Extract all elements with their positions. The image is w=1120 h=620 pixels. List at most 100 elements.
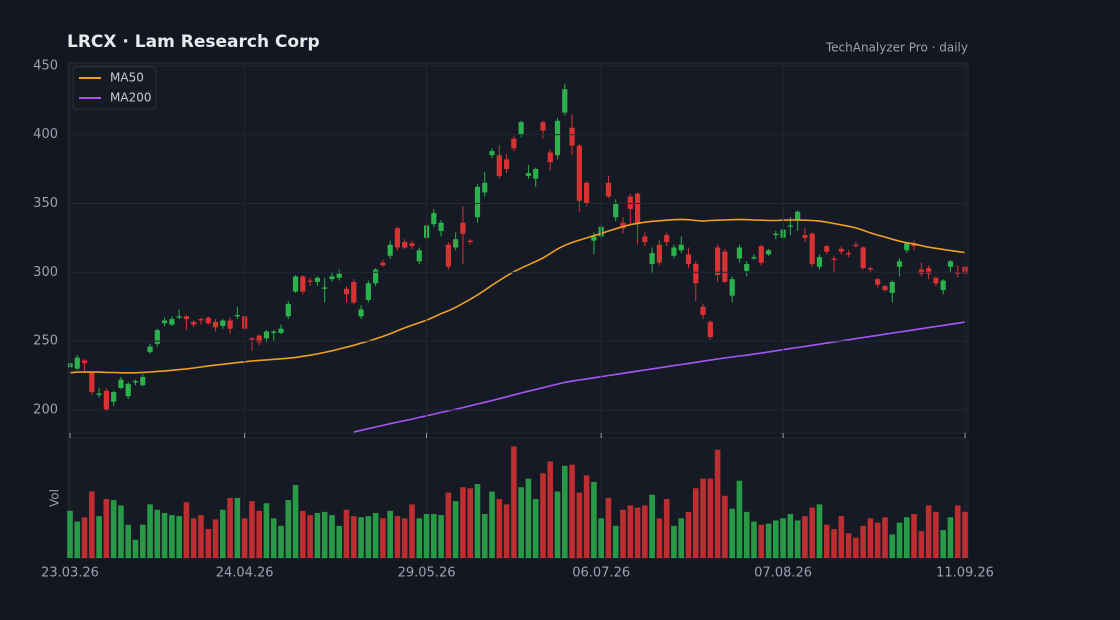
candle-body bbox=[896, 261, 903, 267]
volume-bar bbox=[925, 505, 932, 558]
volume-bar bbox=[147, 504, 153, 558]
volume-bar bbox=[300, 510, 306, 558]
volume-bar bbox=[794, 520, 801, 558]
volume-bar bbox=[96, 516, 102, 558]
volume-bar bbox=[591, 481, 597, 558]
candle-body bbox=[540, 122, 546, 131]
volume-bar bbox=[903, 517, 910, 558]
candle-body bbox=[169, 319, 175, 325]
x-tick-label: 29.05.26 bbox=[398, 566, 456, 581]
candle-body bbox=[831, 258, 837, 260]
volume-bar bbox=[350, 516, 357, 558]
volume-bar bbox=[598, 518, 604, 558]
candle-body bbox=[205, 317, 211, 324]
volume-bar bbox=[474, 483, 481, 558]
candle-body bbox=[431, 213, 437, 225]
volume-bar bbox=[838, 516, 845, 558]
candle-body bbox=[729, 279, 735, 296]
x-tick-label: 24.04.26 bbox=[216, 566, 274, 581]
x-tick-label: 11.09.26 bbox=[936, 566, 994, 581]
volume-bar bbox=[481, 514, 488, 558]
volume-bar bbox=[525, 478, 532, 558]
volume-bar bbox=[380, 518, 386, 558]
volume-bar bbox=[714, 449, 721, 558]
volume-label: Vol bbox=[48, 489, 62, 507]
volume-bar bbox=[700, 478, 706, 558]
volume-bar bbox=[74, 521, 81, 558]
candle-body bbox=[453, 239, 459, 248]
candle-body bbox=[445, 244, 451, 267]
candle-body bbox=[765, 250, 772, 255]
volume-bar bbox=[561, 465, 568, 558]
volume-bar bbox=[576, 492, 583, 558]
volume-bar bbox=[874, 522, 881, 558]
volume-bar bbox=[532, 499, 539, 558]
candle-body bbox=[569, 127, 575, 146]
volume-bar bbox=[394, 516, 401, 558]
candle-body bbox=[838, 248, 844, 252]
candle-body bbox=[336, 273, 342, 278]
volume-bar bbox=[918, 531, 925, 558]
candle-body bbox=[343, 288, 350, 295]
candle-body bbox=[809, 233, 815, 265]
chart-title: LRCX · Lam Research Corp bbox=[67, 32, 320, 52]
candle-body bbox=[693, 264, 699, 284]
candle-body bbox=[409, 243, 415, 247]
candle-body bbox=[940, 280, 946, 291]
volume-bar bbox=[540, 473, 546, 558]
volume-bar bbox=[685, 511, 692, 558]
y-tick-label: 200 bbox=[33, 402, 58, 417]
candle-body bbox=[554, 120, 561, 156]
candle-body bbox=[824, 246, 830, 252]
volume-bar bbox=[489, 491, 495, 558]
candle-body bbox=[620, 222, 626, 229]
volume-bar bbox=[751, 521, 757, 558]
candle-body bbox=[81, 360, 88, 364]
candle-body bbox=[533, 169, 539, 179]
volume-bar bbox=[132, 539, 139, 558]
volume-bar bbox=[736, 480, 743, 558]
volume-bar bbox=[642, 505, 648, 558]
candle-body bbox=[787, 225, 793, 227]
legend-label: MA200 bbox=[110, 91, 151, 105]
volume-bar bbox=[321, 511, 328, 558]
candle-body bbox=[140, 376, 146, 386]
candle-body bbox=[678, 244, 684, 251]
candle-body bbox=[882, 286, 888, 291]
candle-body bbox=[74, 357, 80, 369]
volume-bar bbox=[692, 488, 699, 558]
candle-body bbox=[525, 173, 532, 176]
volume-bar bbox=[634, 507, 641, 558]
volume-bar bbox=[190, 518, 197, 558]
volume-bar bbox=[161, 512, 168, 558]
chart-subtitle: TechAnalyzer Pro · daily bbox=[825, 41, 968, 55]
candle-body bbox=[634, 193, 641, 225]
candle-body bbox=[722, 251, 728, 282]
volume-bar bbox=[627, 505, 634, 558]
volume-bar bbox=[234, 497, 241, 558]
candle-body bbox=[591, 236, 597, 241]
candle-body bbox=[474, 186, 481, 218]
candle-body bbox=[183, 316, 190, 320]
candle-body bbox=[642, 236, 648, 242]
volume-bar bbox=[954, 505, 961, 558]
volume-bar bbox=[722, 495, 728, 558]
price-layer bbox=[68, 83, 968, 433]
candle-body bbox=[496, 155, 502, 176]
volume-bar bbox=[933, 511, 939, 558]
candle-body bbox=[285, 303, 291, 317]
volume-bar bbox=[853, 537, 859, 558]
candle-body bbox=[489, 151, 495, 156]
volume-bar bbox=[118, 505, 124, 558]
candle-body bbox=[547, 152, 553, 163]
candle-body bbox=[191, 321, 197, 325]
candle-body bbox=[329, 276, 335, 280]
volume-bar bbox=[372, 512, 379, 558]
candle-body bbox=[373, 269, 379, 284]
candle-body bbox=[947, 261, 954, 267]
volume-bar bbox=[183, 502, 190, 558]
candle-body bbox=[103, 390, 109, 410]
volume-bar bbox=[583, 475, 590, 558]
x-tick-label: 07.08.26 bbox=[754, 566, 812, 581]
